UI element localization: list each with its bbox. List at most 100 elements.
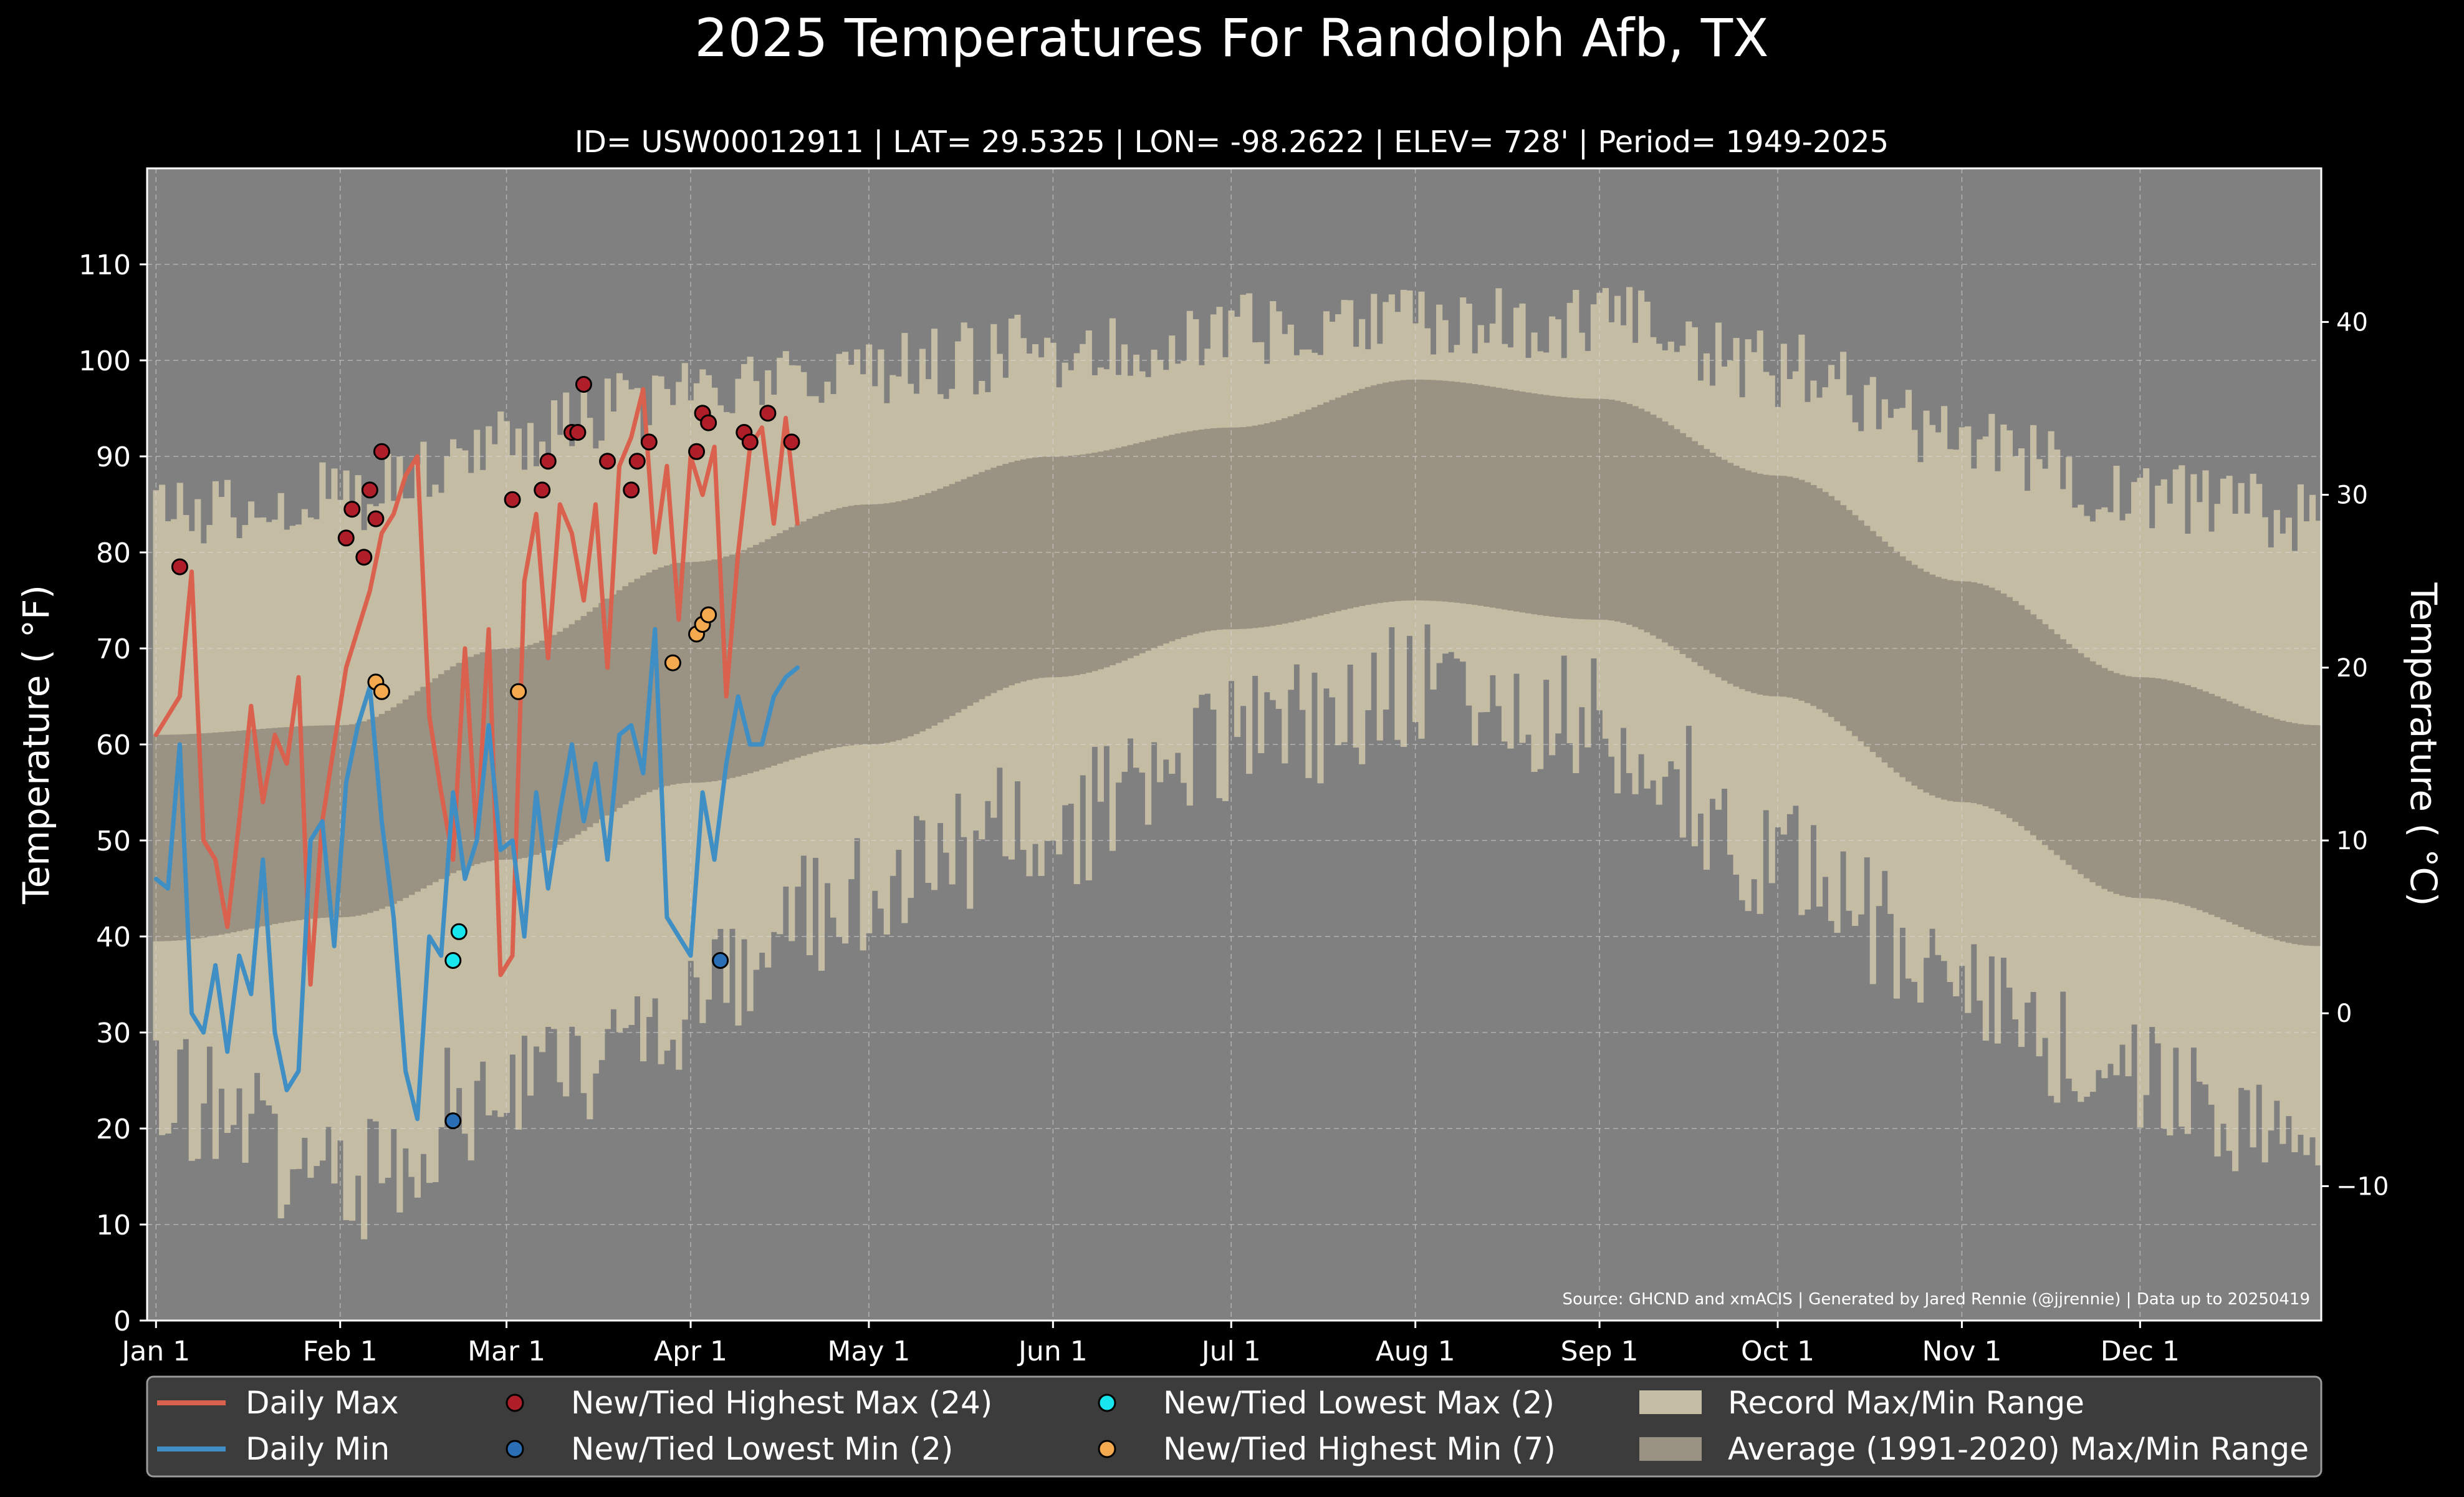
average-range-bar <box>688 562 694 783</box>
average-range-bar <box>260 728 267 927</box>
average-range-bar <box>1406 379 1413 601</box>
average-range-bar <box>361 721 368 915</box>
average-range-bar <box>1430 380 1437 601</box>
average-range-bar <box>2006 597 2013 818</box>
average-range-bar <box>1763 474 1770 696</box>
average-range-bar <box>1139 441 1146 653</box>
average-range-bar <box>2137 677 2144 898</box>
average-range-bar <box>610 594 617 812</box>
average-range-bar <box>1667 425 1674 647</box>
average-range-bar <box>248 729 255 929</box>
average-range-bar <box>1662 421 1669 643</box>
average-range-bar <box>2089 661 2096 882</box>
average-range-bar <box>628 582 635 801</box>
average-range-bar <box>848 506 855 746</box>
average-range-bar <box>1073 455 1080 675</box>
average-range-bar <box>385 711 391 907</box>
average-range-bar <box>889 502 896 742</box>
average-range-bar <box>1947 580 1953 801</box>
average-range-bar <box>1068 455 1075 676</box>
average-range-bar <box>622 586 629 805</box>
y-tick-label: 10 <box>96 1210 131 1241</box>
average-range-bar <box>1988 587 1995 809</box>
average-range-bar <box>878 504 884 744</box>
y-tick-label: 70 <box>96 633 131 665</box>
average-range-bar <box>1828 496 1835 717</box>
average-range-bar <box>1899 556 1906 777</box>
x-tick-label: Dec 1 <box>2101 1336 2180 1367</box>
average-range-bar <box>1418 379 1425 601</box>
average-range-bar <box>2273 719 2280 940</box>
average-range-bar <box>2190 687 2197 908</box>
average-range-bar <box>1305 409 1312 619</box>
average-range-bar <box>592 607 599 824</box>
average-range-bar <box>1941 579 1948 800</box>
new-tied-highest-max-marker <box>337 529 355 547</box>
average-range-bar <box>1151 439 1158 648</box>
new-tied-highest-max-marker <box>741 433 759 451</box>
average-range-bar <box>1008 462 1015 686</box>
average-range-bar <box>693 562 700 783</box>
average-range-bar <box>1121 446 1128 661</box>
average-range-bar <box>1448 381 1455 602</box>
average-range-bar <box>1727 463 1734 684</box>
average-range-bar <box>961 479 967 710</box>
average-range-bar <box>1127 445 1134 658</box>
average-range-bar <box>2095 665 2102 886</box>
new-tied-highest-min-marker <box>664 654 681 671</box>
average-range-bar <box>1026 458 1033 680</box>
average-range-bar <box>1745 470 1752 691</box>
new-tied-highest-max-marker <box>539 453 557 470</box>
average-range-bar <box>402 699 409 898</box>
average-range-bar <box>1222 427 1229 630</box>
y-axis-left: 0 10 20 30 40 50 60 70 80 90 100 110 <box>79 249 147 1337</box>
average-range-bar <box>990 468 997 693</box>
x-tick-label: Apr 1 <box>654 1336 727 1367</box>
average-range-bar <box>1329 400 1336 613</box>
average-range-bar <box>1287 416 1294 623</box>
average-range-bar <box>2042 624 2049 845</box>
average-range-bar <box>230 731 237 933</box>
new-tied-highest-max-marker <box>355 549 373 566</box>
x-tick-label: Jul 1 <box>1200 1336 1261 1367</box>
average-range-bar <box>842 506 849 746</box>
average-range-bar <box>830 509 837 748</box>
average-range-bar <box>1174 433 1181 640</box>
average-range-bar <box>373 716 380 912</box>
average-range-bar <box>337 725 344 918</box>
average-range-bar <box>2268 717 2275 938</box>
legend-highest-max-label: New/Tied Highest Max (24) <box>571 1385 992 1421</box>
average-range-bar <box>313 725 320 918</box>
average-range-bar <box>1709 453 1716 674</box>
average-range-bar <box>1810 484 1817 706</box>
average-range-bar <box>1323 402 1330 614</box>
average-range-bar <box>1246 426 1253 629</box>
average-range-bar <box>1109 449 1116 665</box>
y-tick-label: 110 <box>79 249 131 281</box>
average-range-bar <box>1002 463 1009 688</box>
average-range-bar <box>1650 414 1657 636</box>
average-range-bar <box>913 497 920 734</box>
average-range-bar <box>735 552 742 777</box>
new-tied-highest-max-marker <box>367 510 385 527</box>
average-range-bar <box>527 645 534 857</box>
legend-highest-min-marker <box>1098 1440 1116 1458</box>
average-range-bar <box>1133 443 1140 656</box>
average-range-bar <box>1852 515 1859 736</box>
average-range-bar <box>996 465 1003 691</box>
y-tick-label: 30 <box>96 1018 131 1049</box>
average-range-bar <box>2208 693 2215 915</box>
average-range-bar <box>658 567 664 788</box>
average-range-bar <box>1739 468 1746 690</box>
average-range-bar <box>1477 385 1484 606</box>
average-range-bar <box>224 731 231 934</box>
average-range-bar <box>509 648 516 860</box>
average-range-bar <box>218 732 225 935</box>
new-tied-highest-max-marker <box>628 453 646 470</box>
average-range-bar <box>568 624 575 839</box>
average-range-bar <box>598 603 605 820</box>
chart-title: 2025 Temperatures For Randolph Afb, TX <box>694 7 1768 69</box>
average-range-bar <box>1970 582 1977 804</box>
average-range-bar <box>1876 536 1882 758</box>
average-range-bar <box>1804 482 1811 703</box>
